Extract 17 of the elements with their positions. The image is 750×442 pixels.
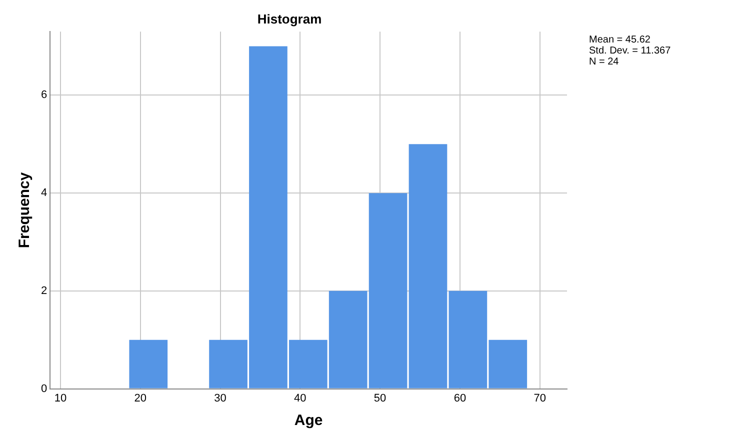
x-tick-label: 10 — [54, 392, 67, 404]
x-tick-label: 50 — [374, 392, 386, 404]
y-tick-label: 2 — [40, 284, 48, 297]
x-tick-label: 30 — [214, 392, 226, 404]
text: Std. Dev. = 11.367 — [589, 45, 672, 56]
x-tick-label: 60 — [454, 392, 466, 404]
text: Mean = 45.62 — [589, 34, 651, 46]
x-tick-label: 20 — [134, 392, 147, 404]
y-axis-title: Frequency — [16, 172, 34, 248]
y-tick-label: 0 — [40, 382, 48, 395]
y-tick-label: 6 — [40, 89, 48, 102]
text: N = 24 — [589, 56, 620, 68]
y-tick-label: 4 — [40, 187, 48, 200]
x-axis-title: Age — [294, 412, 323, 430]
x-tick-label: 70 — [534, 392, 546, 404]
x-tick-label: 40 — [294, 392, 306, 404]
chart-title: Histogram — [257, 11, 322, 26]
